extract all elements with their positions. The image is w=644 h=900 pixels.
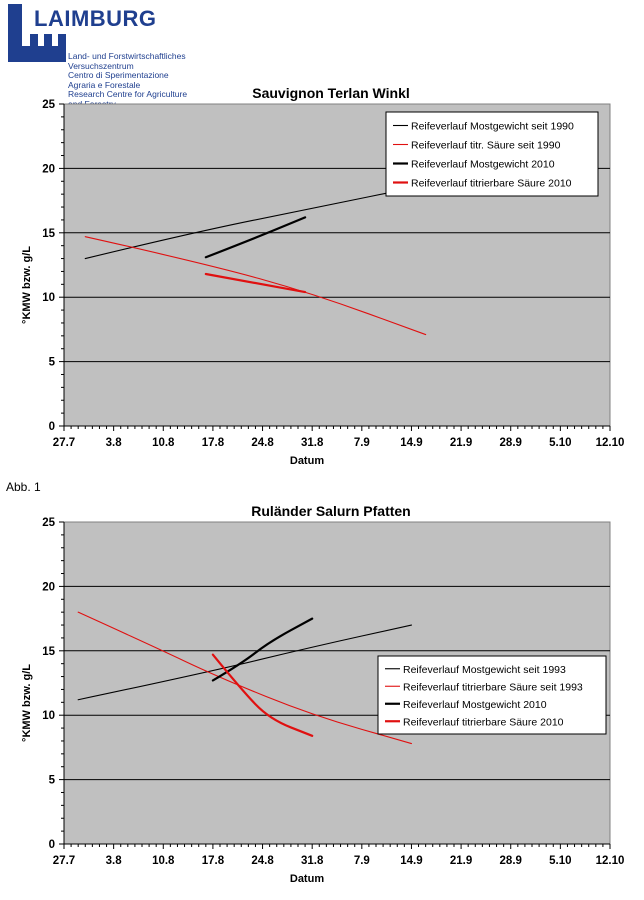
x-tick-label: 14.9 <box>400 855 422 867</box>
x-tick-label: 7.9 <box>354 855 370 867</box>
c2-series-2-line <box>211 617 314 682</box>
x-tick-label: 12.10 <box>596 437 625 449</box>
y-tick-label: 0 <box>49 839 55 851</box>
y-tick-label: 15 <box>42 646 55 658</box>
y-tick-label: 20 <box>42 581 55 593</box>
x-tick-label: 21.9 <box>450 855 472 867</box>
y-tick-label: 10 <box>42 292 55 304</box>
c1-series-1-line <box>84 236 427 336</box>
c2-series-1-line <box>77 611 413 745</box>
legend-box <box>385 111 599 197</box>
x-tick-label: 12.10 <box>596 855 625 867</box>
chart-title: Sauvignon Terlan Winkl <box>252 85 410 101</box>
figure-label: Abb. 1 <box>6 480 41 494</box>
legend-box <box>377 655 607 735</box>
logo-line: Agraria e Forestale <box>68 79 141 90</box>
x-tick-label: 5.10 <box>549 855 571 867</box>
logo-line: Centro di Sperimentazione <box>68 70 169 80</box>
x-tick-label: 21.9 <box>450 437 472 449</box>
y-tick-label: 0 <box>49 421 55 433</box>
legend-entry: Reifeverlauf titrierbare Säure 2010 <box>411 178 572 190</box>
y-tick-label: 5 <box>49 775 56 787</box>
legend-entry: Reifeverlauf titrierbare Säure 2010 <box>403 716 564 728</box>
logo-line: Versuchszentrum <box>68 60 134 71</box>
c1-series-0-line <box>84 184 427 260</box>
legend-entry: Reifeverlauf Mostgewicht seit 1993 <box>403 664 566 676</box>
x-tick-label: 28.9 <box>500 437 522 449</box>
legend-entry: Reifeverlauf Mostgewicht 2010 <box>403 699 547 711</box>
x-tick-label: 31.8 <box>301 855 324 867</box>
x-tick-label: 14.9 <box>400 437 422 449</box>
y-tick-label: 5 <box>49 357 56 369</box>
y-tick-label: 25 <box>42 99 55 111</box>
x-tick-label: 3.8 <box>106 855 123 867</box>
legend-entry: Reifeverlauf titr. Säure seit 1990 <box>411 140 561 152</box>
y-tick-label: 15 <box>42 228 55 240</box>
x-tick-label: 24.8 <box>251 855 274 867</box>
c2-series-0-line <box>77 624 413 701</box>
x-tick-label: 27.7 <box>53 855 75 867</box>
y-axis-label: °KMW bzw. g/L <box>21 664 33 742</box>
chart-rulaender: 0 5 10 15 20 25 27.7 3.8 10.8 17.8 24.8 31.8 7.9 14.9… <box>0 500 644 900</box>
chart-rulaender-svg: 0 5 10 15 20 25 27.7 3.8 10.8 17.8 24.8 31.8 7.9 14.9… <box>21 503 625 885</box>
x-tick-label: 5.10 <box>549 437 571 449</box>
logo-line: Land- und Forstwirtschaftliches <box>68 51 186 61</box>
legend-entry: Reifeverlauf Mostgewicht 2010 <box>411 159 555 171</box>
x-axis-label: Datum <box>290 873 324 885</box>
c1-series-3-line <box>204 272 307 294</box>
x-tick-label: 17.8 <box>202 855 225 867</box>
y-tick-label: 10 <box>42 710 55 722</box>
chart-title: Ruländer Salurn Pfatten <box>251 503 410 519</box>
chart-sauvignon: 0 5 10 15 20 25 27.7 3.8 10.8 17.8 24.8 31.8 7.9 14.9… <box>0 82 644 482</box>
logo-wordmark: LAIMBURG <box>34 6 157 31</box>
laimburg-logo: LAIMBURG Land- und Forstwirtschaftliches… <box>8 4 208 108</box>
c1-series-2-line <box>204 216 307 259</box>
x-tick-label: 31.8 <box>301 437 324 449</box>
y-tick-label: 20 <box>42 163 55 175</box>
x-tick-label: 28.9 <box>500 855 522 867</box>
laimburg-castle-icon <box>8 4 66 62</box>
x-tick-label: 10.8 <box>152 437 175 449</box>
logo-line: Research Centre for Agriculture <box>68 89 188 99</box>
x-tick-label: 27.7 <box>53 437 75 449</box>
legend-entry: Reifeverlauf Mostgewicht seit 1990 <box>411 121 574 133</box>
x-tick-label: 7.9 <box>354 437 370 449</box>
x-tick-label: 17.8 <box>202 437 225 449</box>
y-axis-label: °KMW bzw. g/L <box>21 246 33 324</box>
x-axis-label: Datum <box>290 455 324 467</box>
c2-series-3-line <box>211 653 314 737</box>
legend-entry: Reifeverlauf titrierbare Säure seit 1993 <box>403 681 583 693</box>
x-tick-label: 24.8 <box>251 437 274 449</box>
y-tick-label: 25 <box>42 517 55 529</box>
chart-sauvignon-svg: 0 5 10 15 20 25 27.7 3.8 10.8 17.8 24.8 31.8 7.9 14.9… <box>21 85 625 467</box>
x-tick-label: 3.8 <box>106 437 123 449</box>
x-tick-label: 10.8 <box>152 855 175 867</box>
